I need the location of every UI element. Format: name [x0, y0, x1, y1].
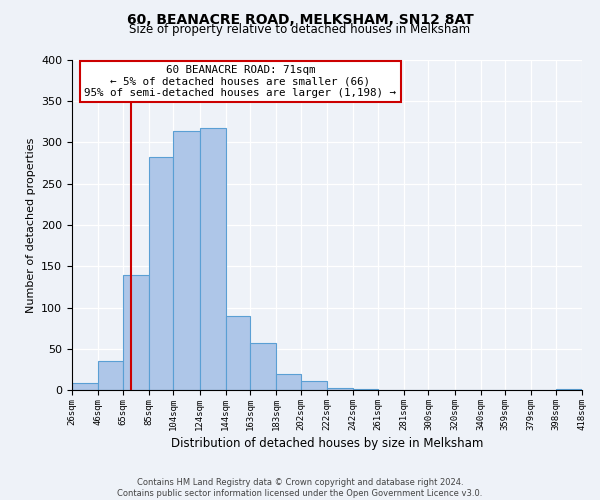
Bar	[123, 274, 149, 390]
Text: Contains HM Land Registry data © Crown copyright and database right 2024.
Contai: Contains HM Land Registry data © Crown c…	[118, 478, 482, 498]
Bar	[556, 389, 582, 390]
Text: 60, BEANACRE ROAD, MELKSHAM, SN12 8AT: 60, BEANACRE ROAD, MELKSHAM, SN12 8AT	[127, 12, 473, 26]
Bar	[98, 361, 123, 390]
Bar	[301, 381, 327, 390]
Bar	[72, 384, 98, 390]
X-axis label: Distribution of detached houses by size in Melksham: Distribution of detached houses by size …	[171, 437, 483, 450]
Bar	[199, 128, 226, 390]
Bar	[276, 374, 301, 390]
Bar	[327, 388, 353, 390]
Y-axis label: Number of detached properties: Number of detached properties	[26, 138, 35, 312]
Bar	[226, 316, 250, 390]
Text: Size of property relative to detached houses in Melksham: Size of property relative to detached ho…	[130, 22, 470, 36]
Bar	[149, 156, 173, 390]
Bar	[173, 131, 199, 390]
Bar	[353, 389, 378, 390]
Bar	[250, 343, 276, 390]
Text: 60 BEANACRE ROAD: 71sqm
← 5% of detached houses are smaller (66)
95% of semi-det: 60 BEANACRE ROAD: 71sqm ← 5% of detached…	[85, 65, 397, 98]
